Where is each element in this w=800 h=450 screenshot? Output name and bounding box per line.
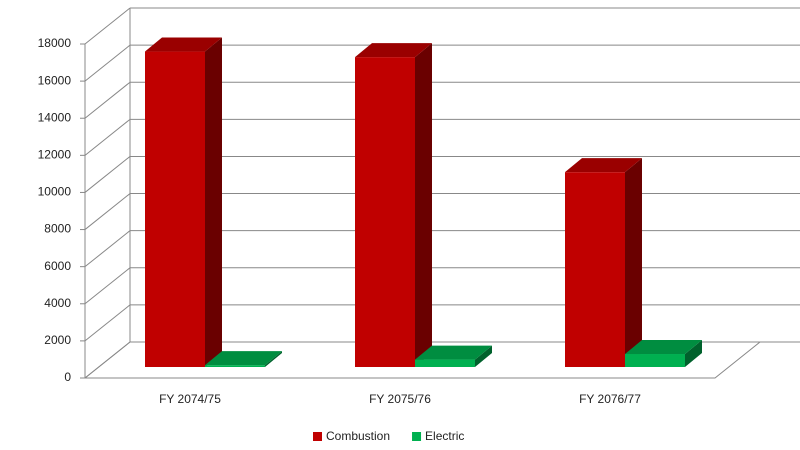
bar-top bbox=[355, 43, 432, 58]
y-tick-label: 18000 bbox=[38, 36, 72, 50]
bar-top bbox=[565, 158, 642, 173]
bar-side bbox=[625, 158, 642, 367]
grid-line bbox=[84, 118, 131, 156]
y-tick-label: 2000 bbox=[44, 333, 71, 347]
bar-top bbox=[625, 340, 702, 355]
legend-label: Electric bbox=[425, 429, 464, 443]
y-tick-label: 6000 bbox=[44, 259, 71, 273]
y-tick-label: 8000 bbox=[44, 222, 71, 236]
grid-line bbox=[84, 7, 131, 45]
bar-side bbox=[205, 37, 222, 368]
bar-side bbox=[685, 340, 702, 367]
grid-line bbox=[84, 304, 131, 342]
grid-line bbox=[84, 156, 131, 193]
y-tick-label: 0 bbox=[64, 370, 71, 384]
bar bbox=[565, 158, 642, 367]
bar-top bbox=[145, 37, 222, 52]
y-tick-label: 10000 bbox=[38, 185, 72, 199]
bar-side bbox=[475, 345, 492, 367]
bar-side bbox=[265, 351, 282, 367]
x-tick-label: FY 2075/76 bbox=[369, 392, 431, 406]
bar bbox=[205, 351, 282, 367]
grid-line bbox=[84, 44, 131, 82]
grid-line bbox=[84, 230, 131, 268]
y-tick-label: 14000 bbox=[38, 110, 72, 124]
bar bbox=[415, 345, 492, 367]
bar-front bbox=[625, 354, 685, 367]
bar bbox=[355, 43, 432, 367]
bar-top bbox=[205, 351, 282, 366]
bar-front bbox=[565, 172, 625, 367]
bar-front bbox=[205, 365, 265, 367]
bar-front bbox=[145, 51, 205, 368]
y-tick-label: 4000 bbox=[44, 296, 71, 310]
bar-front bbox=[355, 57, 415, 367]
bar bbox=[145, 37, 222, 368]
legend-swatch bbox=[313, 432, 322, 441]
grid-line bbox=[84, 267, 131, 305]
grid-line bbox=[84, 193, 131, 230]
x-tick-label: FY 2076/77 bbox=[579, 392, 641, 406]
bar-side bbox=[415, 43, 432, 367]
bar-top bbox=[415, 345, 492, 360]
y-tick-label: 16000 bbox=[38, 73, 72, 87]
legend-label: Combustion bbox=[326, 429, 390, 443]
y-tick-label: 12000 bbox=[38, 148, 72, 162]
bar-front bbox=[415, 359, 475, 367]
grid-line bbox=[84, 341, 131, 379]
x-tick-label: FY 2074/75 bbox=[159, 392, 221, 406]
legend-swatch bbox=[412, 432, 422, 441]
grid-line bbox=[84, 81, 131, 119]
bar bbox=[625, 340, 702, 367]
